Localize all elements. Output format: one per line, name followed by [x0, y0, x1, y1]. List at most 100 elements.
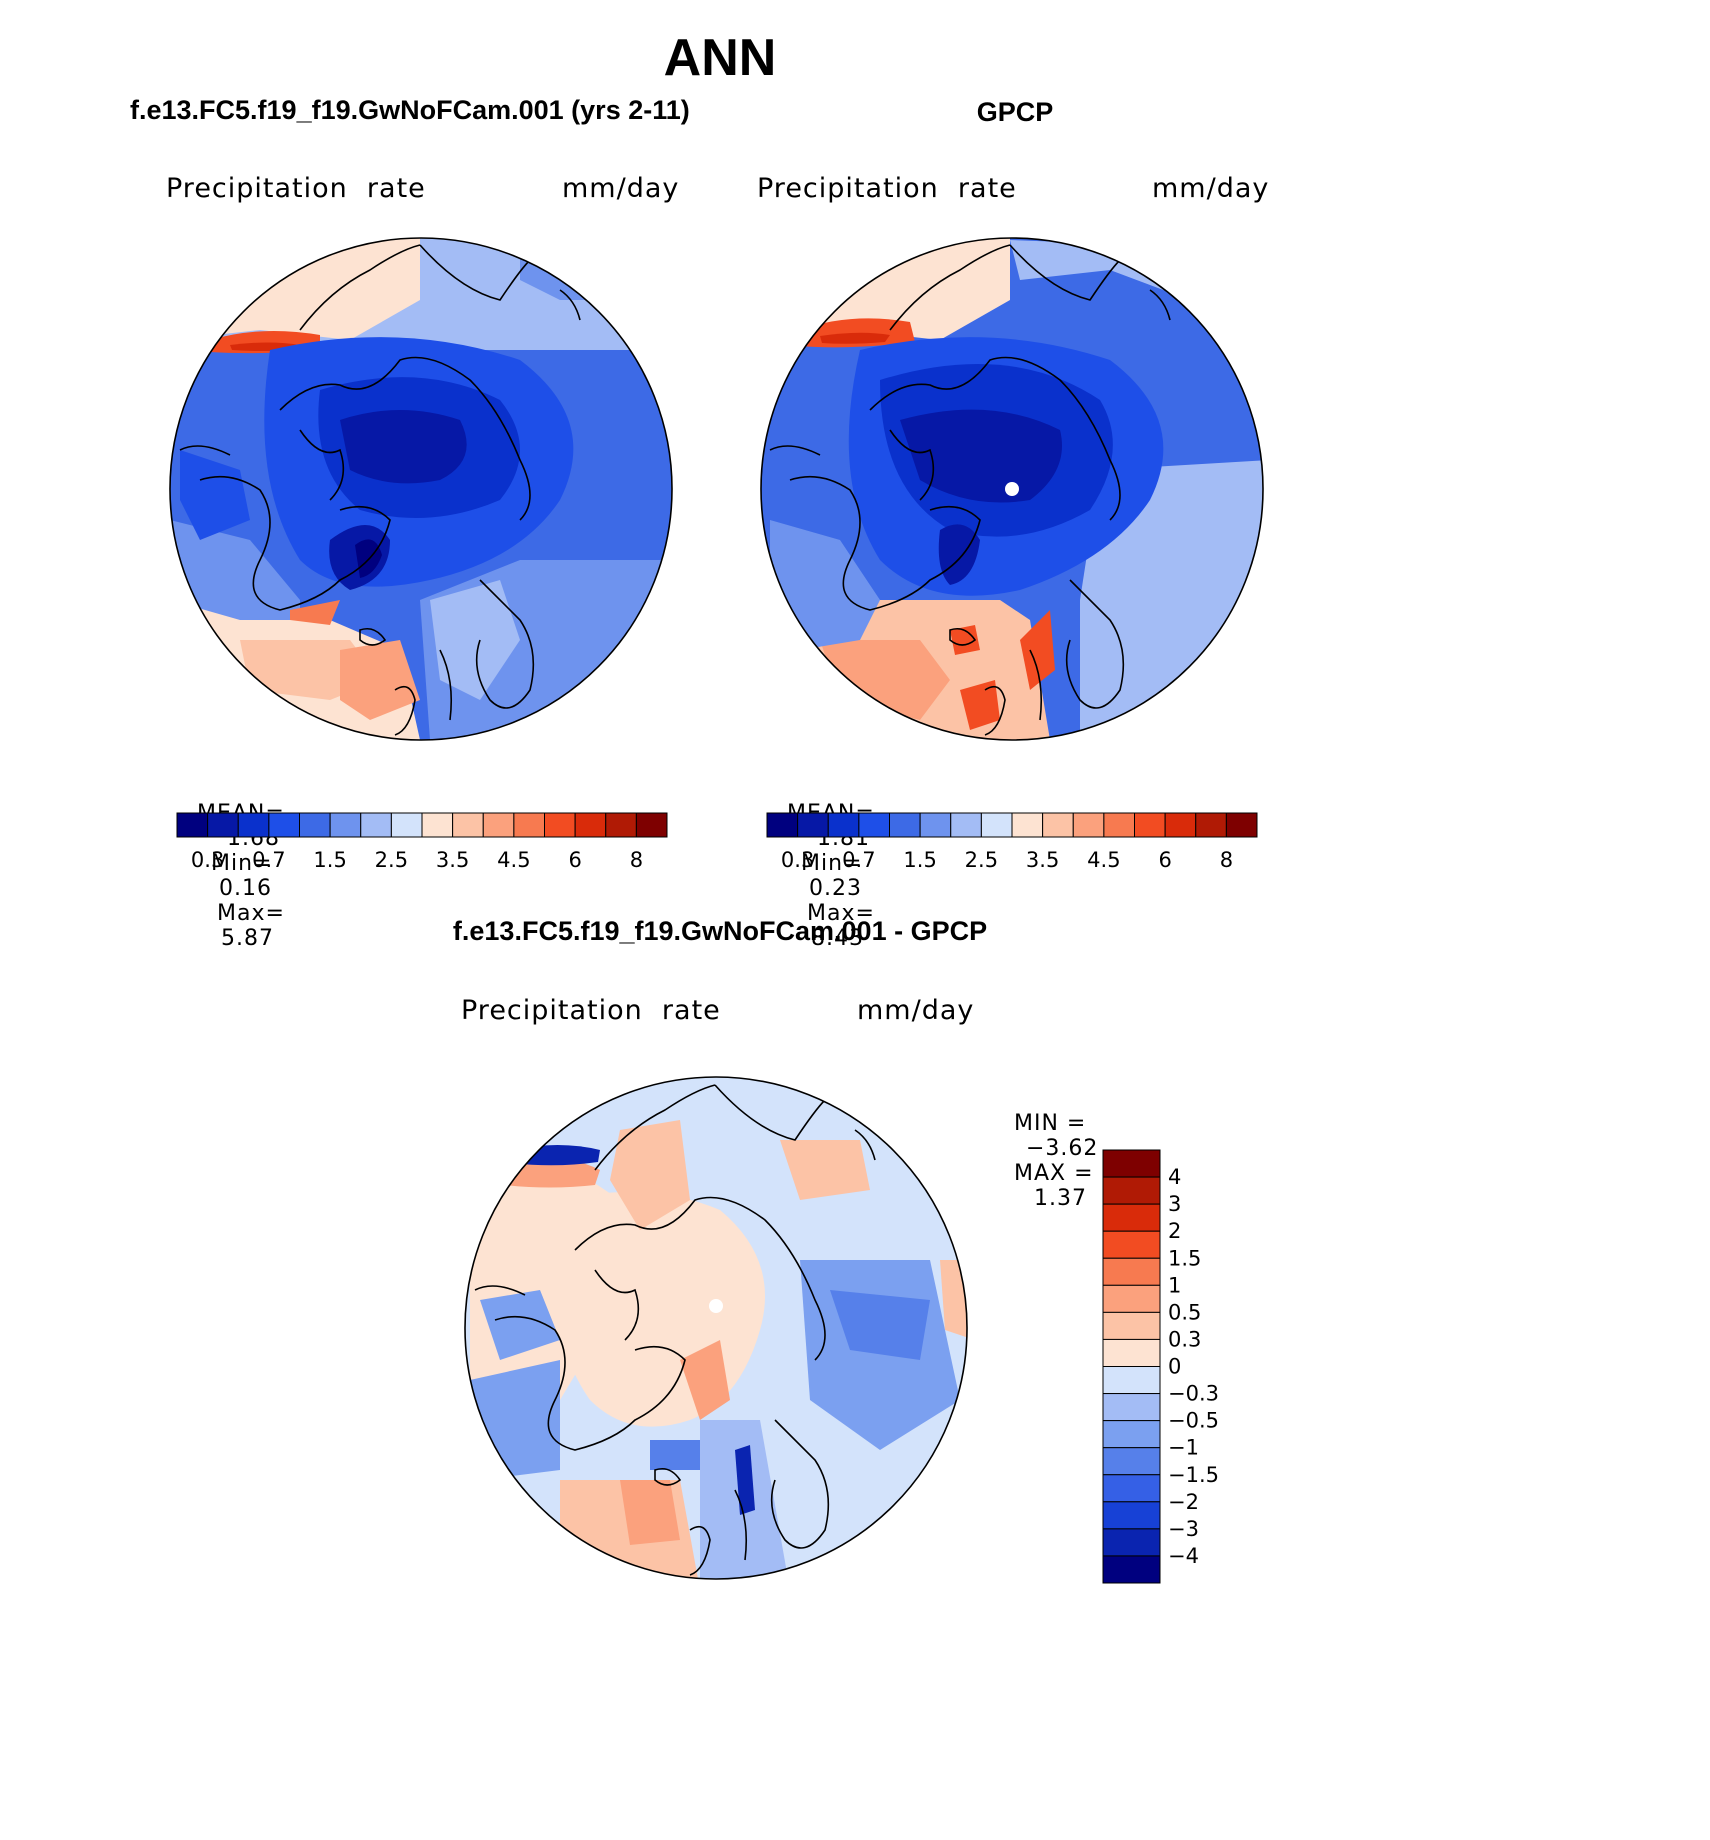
panel-2-units: mm/day: [1152, 173, 1270, 204]
diff-colorbar-swatch: [1102, 1257, 1161, 1286]
panel-1-colorbar-swatch: [513, 812, 545, 838]
panel-1-colorbar-swatch: [544, 812, 576, 838]
panel-1-colorbar-swatch: [237, 812, 270, 838]
panel-2-colorbar-swatch: [766, 812, 799, 838]
main-title: ANN: [663, 29, 777, 87]
diff-colorbar-tick-label: 0: [1168, 1355, 1181, 1379]
panel-2-colorbar-swatch: [858, 812, 890, 838]
panel-1-title: f.e13.FC5.f19_f19.GwNoFCam.001 (yrs 2-11…: [130, 95, 690, 125]
panel-1-colorbar-swatch: [574, 812, 607, 838]
diff-min: −3.62: [1026, 1136, 1099, 1161]
diff-colorbar-swatch: [1102, 1474, 1161, 1503]
panel-2-map: [760, 237, 1264, 741]
diff-colorbar-tick-label: −3: [1168, 1517, 1199, 1541]
panel-1-colorbar-swatch: [299, 812, 331, 838]
panel-2-colorbar-swatch: [827, 812, 860, 838]
diff-colorbar-swatch: [1102, 1366, 1161, 1395]
panel-1-colorbar: 0.3 0.7 1.5 2.5 3.5 4.5 6 8: [176, 812, 668, 872]
diff-colorbar-swatch: [1102, 1393, 1161, 1422]
panel-1-variable: Precipitation rate: [166, 173, 426, 204]
diff-colorbar-swatch: [1102, 1284, 1161, 1313]
panel-2-colorbar-swatch: [919, 812, 952, 838]
panel-1-colorbar-swatch: [421, 812, 454, 838]
panel-1-colorbar-swatch: [207, 812, 239, 838]
panel-1-colorbar-swatch: [268, 812, 300, 838]
diff-colorbar-swatch: [1102, 1230, 1161, 1259]
panel-2-variable: Precipitation rate: [757, 173, 1017, 204]
panel-1-colorbar-tick-label: 0.3: [191, 848, 224, 872]
panel-2-min: 0.23: [809, 876, 862, 901]
panel-2-colorbar-swatch: [1164, 812, 1197, 838]
diff-title: f.e13.FC5.f19_f19.GwNoFCam.001 - GPCP: [452, 916, 988, 946]
panel-1-max-label: Max=: [217, 901, 285, 926]
diff-colorbar-swatch: [1102, 1447, 1161, 1476]
panel-1-colorbar-tick-label: 3.5: [436, 848, 469, 872]
panel-2-colorbar-tick-label: 6: [1158, 848, 1171, 872]
panel-2-colorbar-swatch: [1103, 812, 1135, 838]
panel-2-colorbar: 0.3 0.7 1.5 2.5 3.5 4.5 6 8: [766, 812, 1258, 872]
diff-colorbar-tick-label: −4: [1168, 1544, 1199, 1568]
diff-max-label: MAX =: [1014, 1161, 1094, 1186]
diff-minmax: MIN = −3.62 MAX = 1.37: [998, 1086, 1098, 1211]
panel-1-min-label: Min=: [211, 851, 273, 876]
panel-2-colorbar-swatch: [980, 812, 1013, 838]
panel-1-colorbar-swatch: [452, 812, 484, 838]
diff-colorbar-tick-label: 2: [1168, 1219, 1181, 1243]
panel-2-min-label: Min=: [801, 851, 863, 876]
panel-2-colorbar-swatch: [1072, 812, 1105, 838]
diff-units: mm/day: [857, 995, 975, 1026]
panel-1-colorbar-tick-label: 6: [568, 848, 581, 872]
panel-2-colorbar-tick-label: 1.5: [903, 848, 936, 872]
panel-2-colorbar-swatch: [1134, 812, 1166, 838]
panel-1-units: mm/day: [562, 173, 680, 204]
panel-2-colorbar-tick-label: 3.5: [1026, 848, 1059, 872]
diff-colorbar-tick-label: −2: [1168, 1490, 1199, 1514]
panel-2-colorbar-tick-label: 2.5: [965, 848, 998, 872]
panel-2-colorbar-swatch: [889, 812, 921, 838]
panel-2-colorbar-tick-label: 0.3: [781, 848, 814, 872]
diff-colorbar-tick-label: −0.3: [1168, 1382, 1219, 1406]
diff-colorbar-tick-label: −1.5: [1168, 1463, 1219, 1487]
diff-colorbar-tick-label: 1: [1168, 1273, 1181, 1297]
panel-2-max-label: Max=: [807, 901, 875, 926]
panel-2-colorbar-swatch: [1011, 812, 1044, 838]
panel-2-colorbar-swatch: [950, 812, 982, 838]
diff-colorbar-swatch: [1102, 1311, 1161, 1340]
diff-colorbar-tick-label: −0.5: [1168, 1409, 1219, 1433]
panel-2-colorbar-tick-label: 0.7: [842, 848, 875, 872]
panel-2-colorbar-swatch: [797, 812, 829, 838]
diff-colorbar-swatch: [1102, 1203, 1161, 1232]
diff-min-label: MIN =: [1014, 1111, 1087, 1136]
diff-colorbar-swatch: [1102, 1338, 1161, 1367]
panel-1-colorbar-swatch: [482, 812, 515, 838]
diff-colorbar-tick-label: 0.5: [1168, 1300, 1201, 1324]
panel-1-min: 0.16: [219, 876, 272, 901]
panel-2-colorbar-swatch: [1225, 812, 1258, 838]
panel-1-colorbar-swatch: [176, 812, 209, 838]
panel-1-colorbar-swatch: [329, 812, 362, 838]
diff-colorbar-tick-label: 0.3: [1168, 1327, 1201, 1351]
diff-colorbar-swatch: [1102, 1149, 1161, 1178]
panel-1-colorbar-swatch: [605, 812, 637, 838]
panel-2-colorbar-tick-label: 8: [1220, 848, 1233, 872]
diff-colorbar-swatch: [1102, 1176, 1161, 1205]
diff-colorbar: 4 3 2 1.5 1 0.5 0.3 0 −0.3 −0.5 −1 −1.5 −2 −3 −4: [1102, 1149, 1219, 1584]
panel-1-map: [169, 237, 673, 741]
diff-variable: Precipitation rate: [461, 995, 721, 1026]
panel-1-colorbar-tick-label: 8: [630, 848, 643, 872]
panel-2-colorbar-swatch: [1195, 812, 1227, 838]
panel-1-colorbar-tick-label: 1.5: [313, 848, 346, 872]
panel-2-title: GPCP: [976, 97, 1054, 127]
panel-2-colorbar-swatch: [1042, 812, 1074, 838]
pole-marker-dot: [1005, 482, 1019, 496]
panel-1-colorbar-tick-label: 4.5: [497, 848, 530, 872]
panel-1-max: 5.87: [221, 926, 274, 951]
panel-1-colorbar-tick-label: 0.7: [252, 848, 285, 872]
diff-max: 1.37: [1034, 1186, 1087, 1211]
panel-1-colorbar-swatch: [390, 812, 423, 838]
panel-1-colorbar-swatch: [360, 812, 392, 838]
panel-1-colorbar-tick-label: 2.5: [375, 848, 408, 872]
diff-pole-marker-dot: [709, 1299, 723, 1313]
panel-2-colorbar-tick-label: 4.5: [1087, 848, 1120, 872]
